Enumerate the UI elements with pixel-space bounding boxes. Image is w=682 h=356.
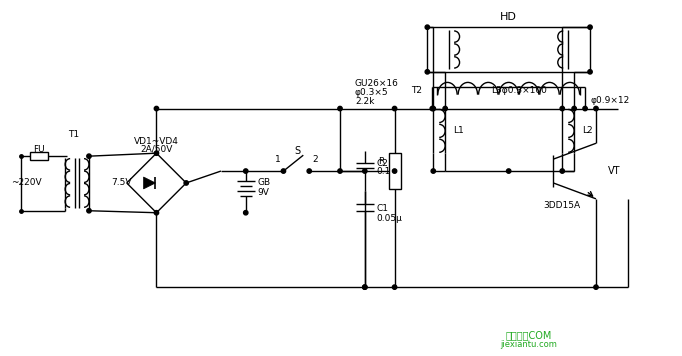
Circle shape (588, 25, 592, 29)
Text: φ0.9×12: φ0.9×12 (590, 96, 629, 105)
Text: 7.5V: 7.5V (111, 178, 132, 188)
Circle shape (154, 151, 159, 155)
Text: L2: L2 (582, 126, 593, 135)
Circle shape (392, 106, 397, 111)
Circle shape (87, 154, 91, 158)
Text: 9V: 9V (258, 188, 269, 197)
Text: 2: 2 (312, 155, 318, 164)
Circle shape (281, 169, 286, 173)
Text: T2: T2 (411, 86, 422, 95)
Circle shape (363, 169, 367, 173)
Text: VD1~VD4: VD1~VD4 (134, 137, 179, 146)
Text: GU26×16: GU26×16 (355, 79, 399, 88)
Text: FU: FU (33, 145, 45, 154)
Text: VT: VT (608, 166, 621, 176)
Text: L3φ0.3×100: L3φ0.3×100 (490, 86, 546, 95)
Text: L1: L1 (453, 126, 464, 135)
Circle shape (184, 181, 188, 185)
Circle shape (507, 169, 511, 173)
Text: 0.05μ: 0.05μ (376, 214, 402, 223)
Circle shape (243, 210, 248, 215)
Circle shape (430, 106, 434, 111)
Text: C1: C1 (376, 204, 389, 213)
Text: 2.2k: 2.2k (355, 97, 374, 106)
Circle shape (594, 106, 598, 111)
Circle shape (594, 285, 598, 289)
Circle shape (363, 285, 367, 289)
Text: 2A/50V: 2A/50V (140, 145, 173, 154)
Bar (389, 153, 400, 189)
Text: C2: C2 (376, 159, 389, 168)
Circle shape (363, 285, 367, 289)
Circle shape (243, 169, 248, 173)
Circle shape (392, 169, 397, 173)
Circle shape (154, 210, 159, 215)
Text: 1: 1 (275, 155, 280, 164)
Text: φ0.3×5: φ0.3×5 (355, 88, 389, 97)
Text: S: S (294, 146, 300, 156)
Text: 接线图．COM: 接线图．COM (505, 330, 552, 340)
Circle shape (588, 70, 592, 74)
Circle shape (583, 106, 587, 111)
Polygon shape (143, 177, 155, 189)
Bar (428, 27, 590, 72)
Circle shape (307, 169, 312, 173)
Circle shape (431, 169, 436, 173)
Circle shape (338, 106, 342, 111)
Circle shape (338, 169, 342, 173)
Circle shape (560, 169, 565, 173)
Circle shape (572, 106, 576, 111)
Text: HD: HD (500, 12, 517, 22)
Circle shape (87, 209, 91, 213)
Text: ~220V: ~220V (11, 178, 41, 188)
Text: 3DD15A: 3DD15A (544, 201, 580, 210)
Bar (31, 152, 48, 160)
Circle shape (425, 70, 430, 74)
Circle shape (425, 25, 430, 29)
Text: jiexiantu.com: jiexiantu.com (500, 340, 557, 349)
Text: R: R (379, 157, 385, 166)
Circle shape (560, 106, 565, 111)
Text: 0.1μ: 0.1μ (376, 167, 397, 176)
Text: GB: GB (258, 178, 271, 188)
Text: T1: T1 (68, 130, 80, 139)
Circle shape (443, 106, 447, 111)
Circle shape (431, 106, 436, 111)
Circle shape (154, 106, 159, 111)
Circle shape (392, 285, 397, 289)
